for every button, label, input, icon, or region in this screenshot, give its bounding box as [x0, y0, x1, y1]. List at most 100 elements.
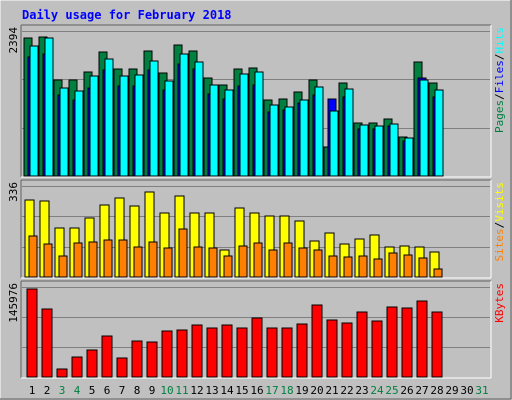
x-tick-label: 25 [385, 384, 398, 397]
sites-bar [358, 255, 368, 278]
legend-text: KBytes [493, 283, 506, 323]
kbytes-bar [416, 300, 428, 378]
chart-title: Daily usage for February 2018 [22, 8, 232, 22]
panels-layer: 2394Pages/Files/Hits336Sites/Visits14597… [7, 24, 506, 379]
hits-bar [209, 84, 219, 177]
y-max-label: 145976 [7, 283, 20, 323]
legend-files: Files [493, 60, 506, 93]
x-tick-label: 30 [460, 384, 473, 397]
legend-text: Pages/Files/Hits [493, 27, 506, 133]
hits-bar [179, 53, 189, 177]
hits-bar [374, 125, 384, 177]
x-tick-label: 10 [160, 384, 173, 397]
hits-bar [134, 74, 144, 177]
x-tick-label: 29 [445, 384, 458, 397]
kbytes-bar [341, 322, 353, 378]
legend-pages: Pages [493, 100, 506, 133]
x-tick-label: 12 [190, 384, 203, 397]
x-tick-label: 28 [430, 384, 443, 397]
sites-bar [223, 255, 233, 278]
kbytes-bar [326, 319, 338, 378]
x-tick-label: 8 [134, 384, 141, 397]
hits-bar [149, 60, 159, 177]
hits-bar [74, 90, 84, 177]
hits-bar [194, 61, 204, 177]
sites-bar [433, 268, 443, 278]
hits-bar [119, 75, 129, 177]
sites-bar [343, 256, 353, 278]
legend-hits: Hits [493, 27, 506, 54]
sites-bar [418, 257, 428, 278]
kbytes-bar [401, 307, 413, 378]
x-tick-label: 14 [220, 384, 234, 397]
kbytes-bar [71, 356, 83, 378]
kbytes-bar [356, 311, 368, 378]
x-tick-label: 24 [370, 384, 384, 397]
sites-bar [388, 252, 398, 278]
hits-bar [344, 88, 354, 177]
legend-separator: / [493, 93, 506, 100]
legend-sites: Sites [493, 228, 506, 261]
hits-bar [404, 137, 414, 177]
y-max-label: 336 [7, 182, 20, 202]
hits-bar [59, 87, 69, 177]
sites-bar [178, 228, 188, 278]
hits-bar [89, 75, 99, 177]
x-tick-label: 23 [355, 384, 368, 397]
x-tick-label: 6 [104, 384, 111, 397]
x-tick-label: 16 [250, 384, 263, 397]
hits-bar [284, 106, 294, 177]
kbytes-bar [206, 327, 218, 378]
hits-bar [329, 110, 339, 177]
kbytes-bar [176, 329, 188, 378]
x-tick-label: 1 [29, 384, 36, 397]
hits-bar [104, 58, 114, 177]
x-tick-label: 5 [89, 384, 96, 397]
kbytes-bar [221, 324, 233, 378]
kbytes-bar [311, 304, 323, 378]
kbytes-bar [146, 341, 158, 378]
panel-kbytes: 145976 KBytes [7, 280, 506, 379]
hits-bar [164, 80, 174, 177]
x-axis: 1 2 3 4 5 6 7 8 9 10 11 12 13 14 15 16 17 18 19 20 21 22 23 24 2… [29, 384, 489, 397]
x-tick-label: 7 [119, 384, 126, 397]
kbytes-bar [116, 357, 128, 378]
sites-bar [298, 247, 308, 278]
sites-bar [28, 235, 38, 278]
x-tick-label: 13 [205, 384, 218, 397]
x-tick-label: 22 [340, 384, 353, 397]
kbytes-bar [386, 306, 398, 378]
kbytes-bar [56, 368, 68, 378]
x-tick-label: 31 [475, 384, 488, 397]
legend-kbytes: KBytes [493, 283, 506, 323]
kbytes-bar [236, 327, 248, 378]
hits-bar [389, 123, 399, 177]
hits-bar [254, 71, 264, 177]
hits-bar [419, 79, 429, 177]
kbytes-bar [281, 327, 293, 378]
kbytes-bar [371, 320, 383, 378]
legend-hits: Pages/Files/Hits [493, 27, 506, 133]
kbytes-bar [41, 308, 53, 378]
kbytes-bar [101, 335, 113, 378]
x-tick-label: 21 [325, 384, 338, 397]
kbytes-bar [191, 324, 203, 378]
x-tick-label: 11 [175, 384, 188, 397]
sites-bar [163, 247, 173, 278]
kbytes-bar [161, 330, 173, 378]
sites-bar [43, 243, 53, 278]
sites-bar [103, 239, 113, 278]
sites-bar [283, 242, 293, 278]
panel-visits: 336 Sites/Visits [7, 179, 506, 279]
hits-bar [29, 45, 39, 177]
x-tick-label: 19 [295, 384, 308, 397]
hits-bar [434, 89, 444, 177]
sites-bar [238, 245, 248, 278]
x-tick-label: 27 [415, 384, 428, 397]
x-tick-label: 4 [74, 384, 81, 397]
kbytes-bar [131, 340, 143, 378]
kbytes-bar [251, 317, 263, 378]
hits-bar [224, 89, 234, 177]
legend-text: Sites/Visits [493, 182, 506, 262]
